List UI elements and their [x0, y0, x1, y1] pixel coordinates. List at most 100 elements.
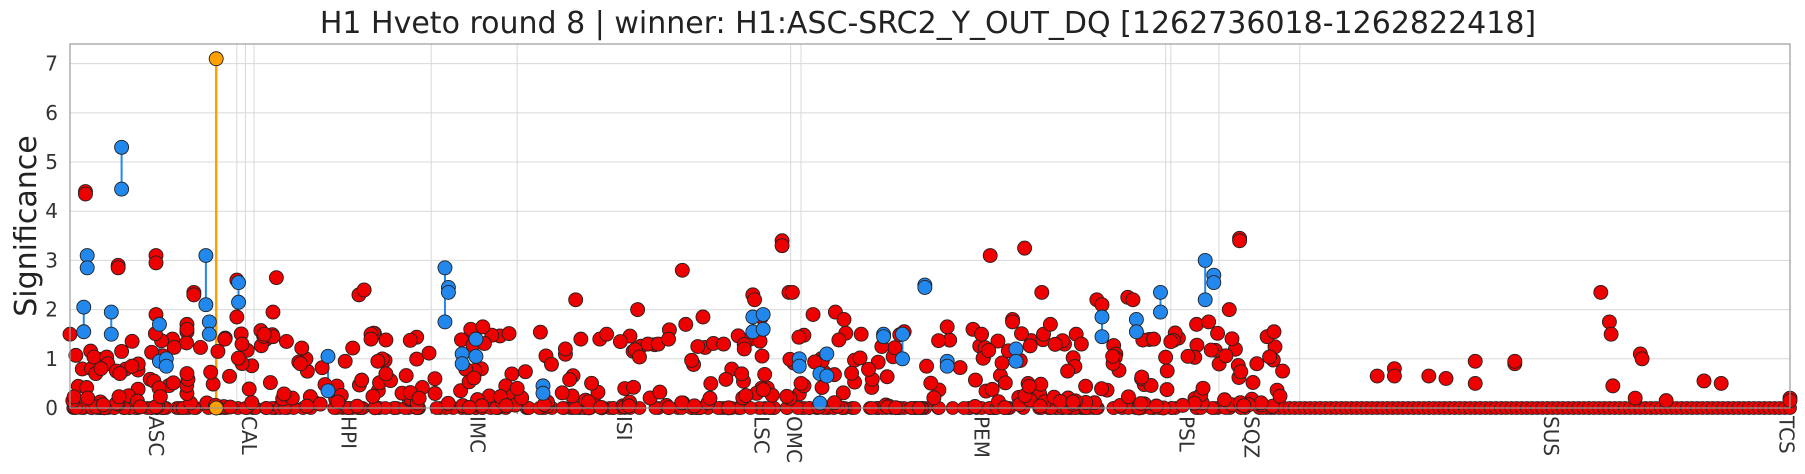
data-point [1601, 314, 1617, 330]
data-point [1201, 314, 1217, 330]
data-point [844, 365, 860, 381]
data-point [152, 389, 168, 405]
data-point [734, 366, 750, 382]
coupled-point [819, 368, 835, 384]
data-point [1022, 338, 1038, 354]
data-point [1386, 368, 1402, 384]
coupled-point [535, 385, 551, 401]
data-point [923, 375, 939, 391]
data-point [967, 398, 983, 414]
y-tick-label: 3 [45, 248, 58, 272]
data-point [294, 340, 310, 356]
data-point [1658, 393, 1674, 409]
data-point [1094, 381, 1109, 397]
y-tick-label: 4 [45, 199, 58, 223]
x-tick-label: SUS [1539, 416, 1563, 456]
data-point [179, 366, 195, 382]
data-point [1272, 388, 1288, 404]
data-point [222, 399, 238, 415]
data-point [581, 394, 596, 410]
data-point [222, 368, 237, 384]
data-point [1634, 351, 1650, 367]
y-tick-label: 1 [45, 347, 58, 371]
data-point [1467, 375, 1483, 391]
data-point [757, 366, 773, 382]
data-point [1627, 390, 1643, 406]
coupled-point [876, 329, 892, 345]
x-tick-layer: ASC CAL HPI IMC ISI LSC OMC PEM PSL SQZ SUS TCS [144, 415, 1799, 463]
data-point [674, 262, 690, 278]
y-axis-label: Significance [9, 135, 44, 317]
coupled-point [231, 275, 247, 291]
coupled-point [103, 326, 119, 342]
y-tick-layer: 0 1 2 3 4 5 6 7 [45, 52, 58, 420]
coupled-point [1153, 284, 1168, 300]
data-point [695, 309, 711, 325]
x-tick-label: IMC [466, 416, 490, 453]
x-tick-label: OMC [782, 416, 806, 463]
data-point [1266, 324, 1282, 340]
coupled-point [791, 358, 807, 374]
data-point [1121, 389, 1136, 405]
data-point [1236, 398, 1252, 414]
data-point [402, 332, 418, 348]
data-point [1217, 392, 1233, 408]
coupled-point [198, 297, 214, 313]
data-point [354, 372, 370, 388]
data-point [1369, 368, 1385, 384]
data-point [738, 388, 754, 404]
data-point [1245, 375, 1261, 390]
data-point [114, 343, 130, 359]
data-point [573, 331, 589, 347]
coupled-point [1197, 292, 1213, 308]
data-point [461, 399, 477, 415]
data-point [265, 304, 281, 320]
data-point [791, 329, 807, 345]
data-point [661, 331, 677, 347]
data-point [931, 333, 947, 349]
data-point [411, 390, 427, 406]
data-point [498, 398, 514, 414]
data-point [544, 356, 559, 372]
data-point [1210, 325, 1226, 341]
data-point [1060, 363, 1076, 379]
data-point [193, 340, 208, 355]
data-point [241, 381, 257, 397]
data-point [1034, 284, 1050, 300]
coupled-point [76, 299, 92, 315]
data-point [210, 343, 226, 359]
data-point [1125, 292, 1141, 308]
x-tick-label: PSL [1174, 416, 1198, 453]
data-point [1163, 334, 1179, 350]
data-point [981, 342, 997, 358]
data-point [568, 292, 584, 308]
coupled-point [114, 181, 130, 197]
data-point [982, 248, 998, 263]
data-point [234, 336, 250, 352]
data-point [557, 341, 573, 357]
data-point [626, 379, 642, 395]
data-point [475, 319, 491, 335]
data-point [1005, 314, 1021, 330]
coupled-point [468, 331, 484, 347]
data-point [984, 381, 1000, 397]
data-point [784, 284, 800, 300]
data-point [1233, 364, 1249, 380]
coupled-point [895, 351, 910, 367]
data-point [599, 326, 615, 342]
data-point [370, 353, 386, 369]
point-layer [62, 51, 1798, 416]
data-point [805, 307, 821, 322]
data-point [276, 386, 292, 402]
data-point [702, 390, 718, 406]
data-point [593, 399, 609, 415]
data-point [1467, 353, 1483, 369]
data-point [1047, 336, 1063, 352]
y-tick-label: 5 [45, 150, 58, 174]
data-point [186, 287, 202, 303]
data-point [78, 186, 93, 202]
data-point [230, 350, 246, 366]
coupled-point [440, 284, 456, 300]
coupled-point [755, 307, 771, 322]
